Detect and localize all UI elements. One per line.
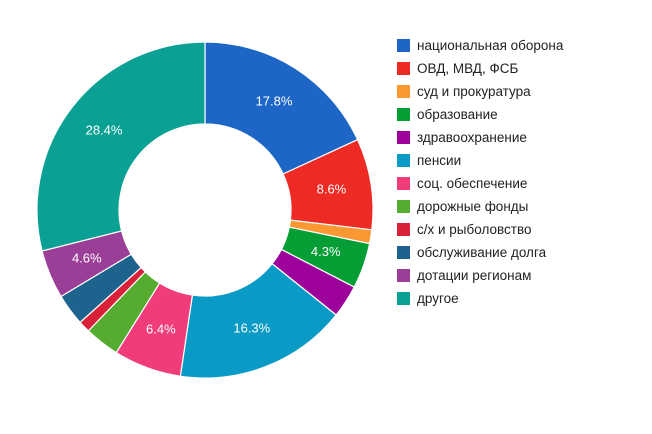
- slice-value-label: 4.6%: [72, 251, 102, 266]
- legend-swatch: [397, 246, 410, 259]
- legend-swatch: [397, 131, 410, 144]
- donut-slices: [36, 41, 374, 379]
- legend-swatch: [397, 154, 410, 167]
- legend-label: с/х и рыболовство: [417, 222, 532, 237]
- legend-label: суд и прокуратура: [417, 84, 531, 99]
- legend-label: дотации регионам: [417, 268, 532, 283]
- slice-value-label: 16.3%: [233, 321, 270, 336]
- legend-swatch: [397, 39, 410, 52]
- legend-item[interactable]: дорожные фонды: [397, 195, 563, 218]
- legend-swatch: [397, 108, 410, 121]
- slice-value-label: 4.3%: [311, 244, 341, 259]
- slice-12[interactable]: [36, 41, 206, 252]
- slice-value-label: 6.4%: [146, 322, 176, 337]
- legend-swatch: [397, 223, 410, 236]
- legend: национальная оборона ОВД, МВД, ФСБ суд и п…: [397, 34, 563, 310]
- slice-value-label: 17.8%: [256, 94, 293, 109]
- slice-6[interactable]: [179, 262, 337, 379]
- legend-item[interactable]: пенсии: [397, 149, 563, 172]
- legend-item[interactable]: другое: [397, 287, 563, 310]
- legend-label: другое: [417, 291, 459, 306]
- legend-item[interactable]: здравоохранение: [397, 126, 563, 149]
- legend-label: ОВД, МВД, ФСБ: [417, 61, 519, 76]
- legend-swatch: [397, 177, 410, 190]
- legend-item[interactable]: ОВД, МВД, ФСБ: [397, 57, 563, 80]
- legend-swatch: [397, 269, 410, 282]
- legend-item[interactable]: суд и прокуратура: [397, 80, 563, 103]
- legend-item[interactable]: соц. обеспечение: [397, 172, 563, 195]
- legend-label: образование: [417, 107, 498, 122]
- slice-value-label: 28.4%: [86, 123, 123, 138]
- legend-label: национальная оборона: [417, 38, 564, 53]
- legend-swatch: [397, 200, 410, 213]
- donut-chart: 17.8% 8.6% 4.3% 16.3% 6.4% 4.6% 28.4%: [36, 41, 374, 379]
- legend-label: пенсии: [417, 153, 462, 168]
- legend-item[interactable]: дотации регионам: [397, 264, 563, 287]
- legend-swatch: [397, 62, 410, 75]
- slice-value-label: 8.6%: [317, 181, 347, 196]
- legend-swatch: [397, 85, 410, 98]
- legend-label: обслуживание долга: [417, 245, 547, 260]
- legend-label: соц. обеспечение: [417, 176, 528, 191]
- slice-1[interactable]: [204, 41, 359, 175]
- legend-label: здравоохранение: [417, 130, 527, 145]
- legend-label: дорожные фонды: [417, 199, 529, 214]
- slice-labels: 17.8% 8.6% 4.3% 16.3% 6.4% 4.6% 28.4%: [72, 94, 347, 337]
- legend-item[interactable]: национальная оборона: [397, 34, 563, 57]
- legend-item[interactable]: обслуживание долга: [397, 241, 563, 264]
- legend-item[interactable]: образование: [397, 103, 563, 126]
- legend-swatch: [397, 292, 410, 305]
- legend-item[interactable]: с/х и рыболовство: [397, 218, 563, 241]
